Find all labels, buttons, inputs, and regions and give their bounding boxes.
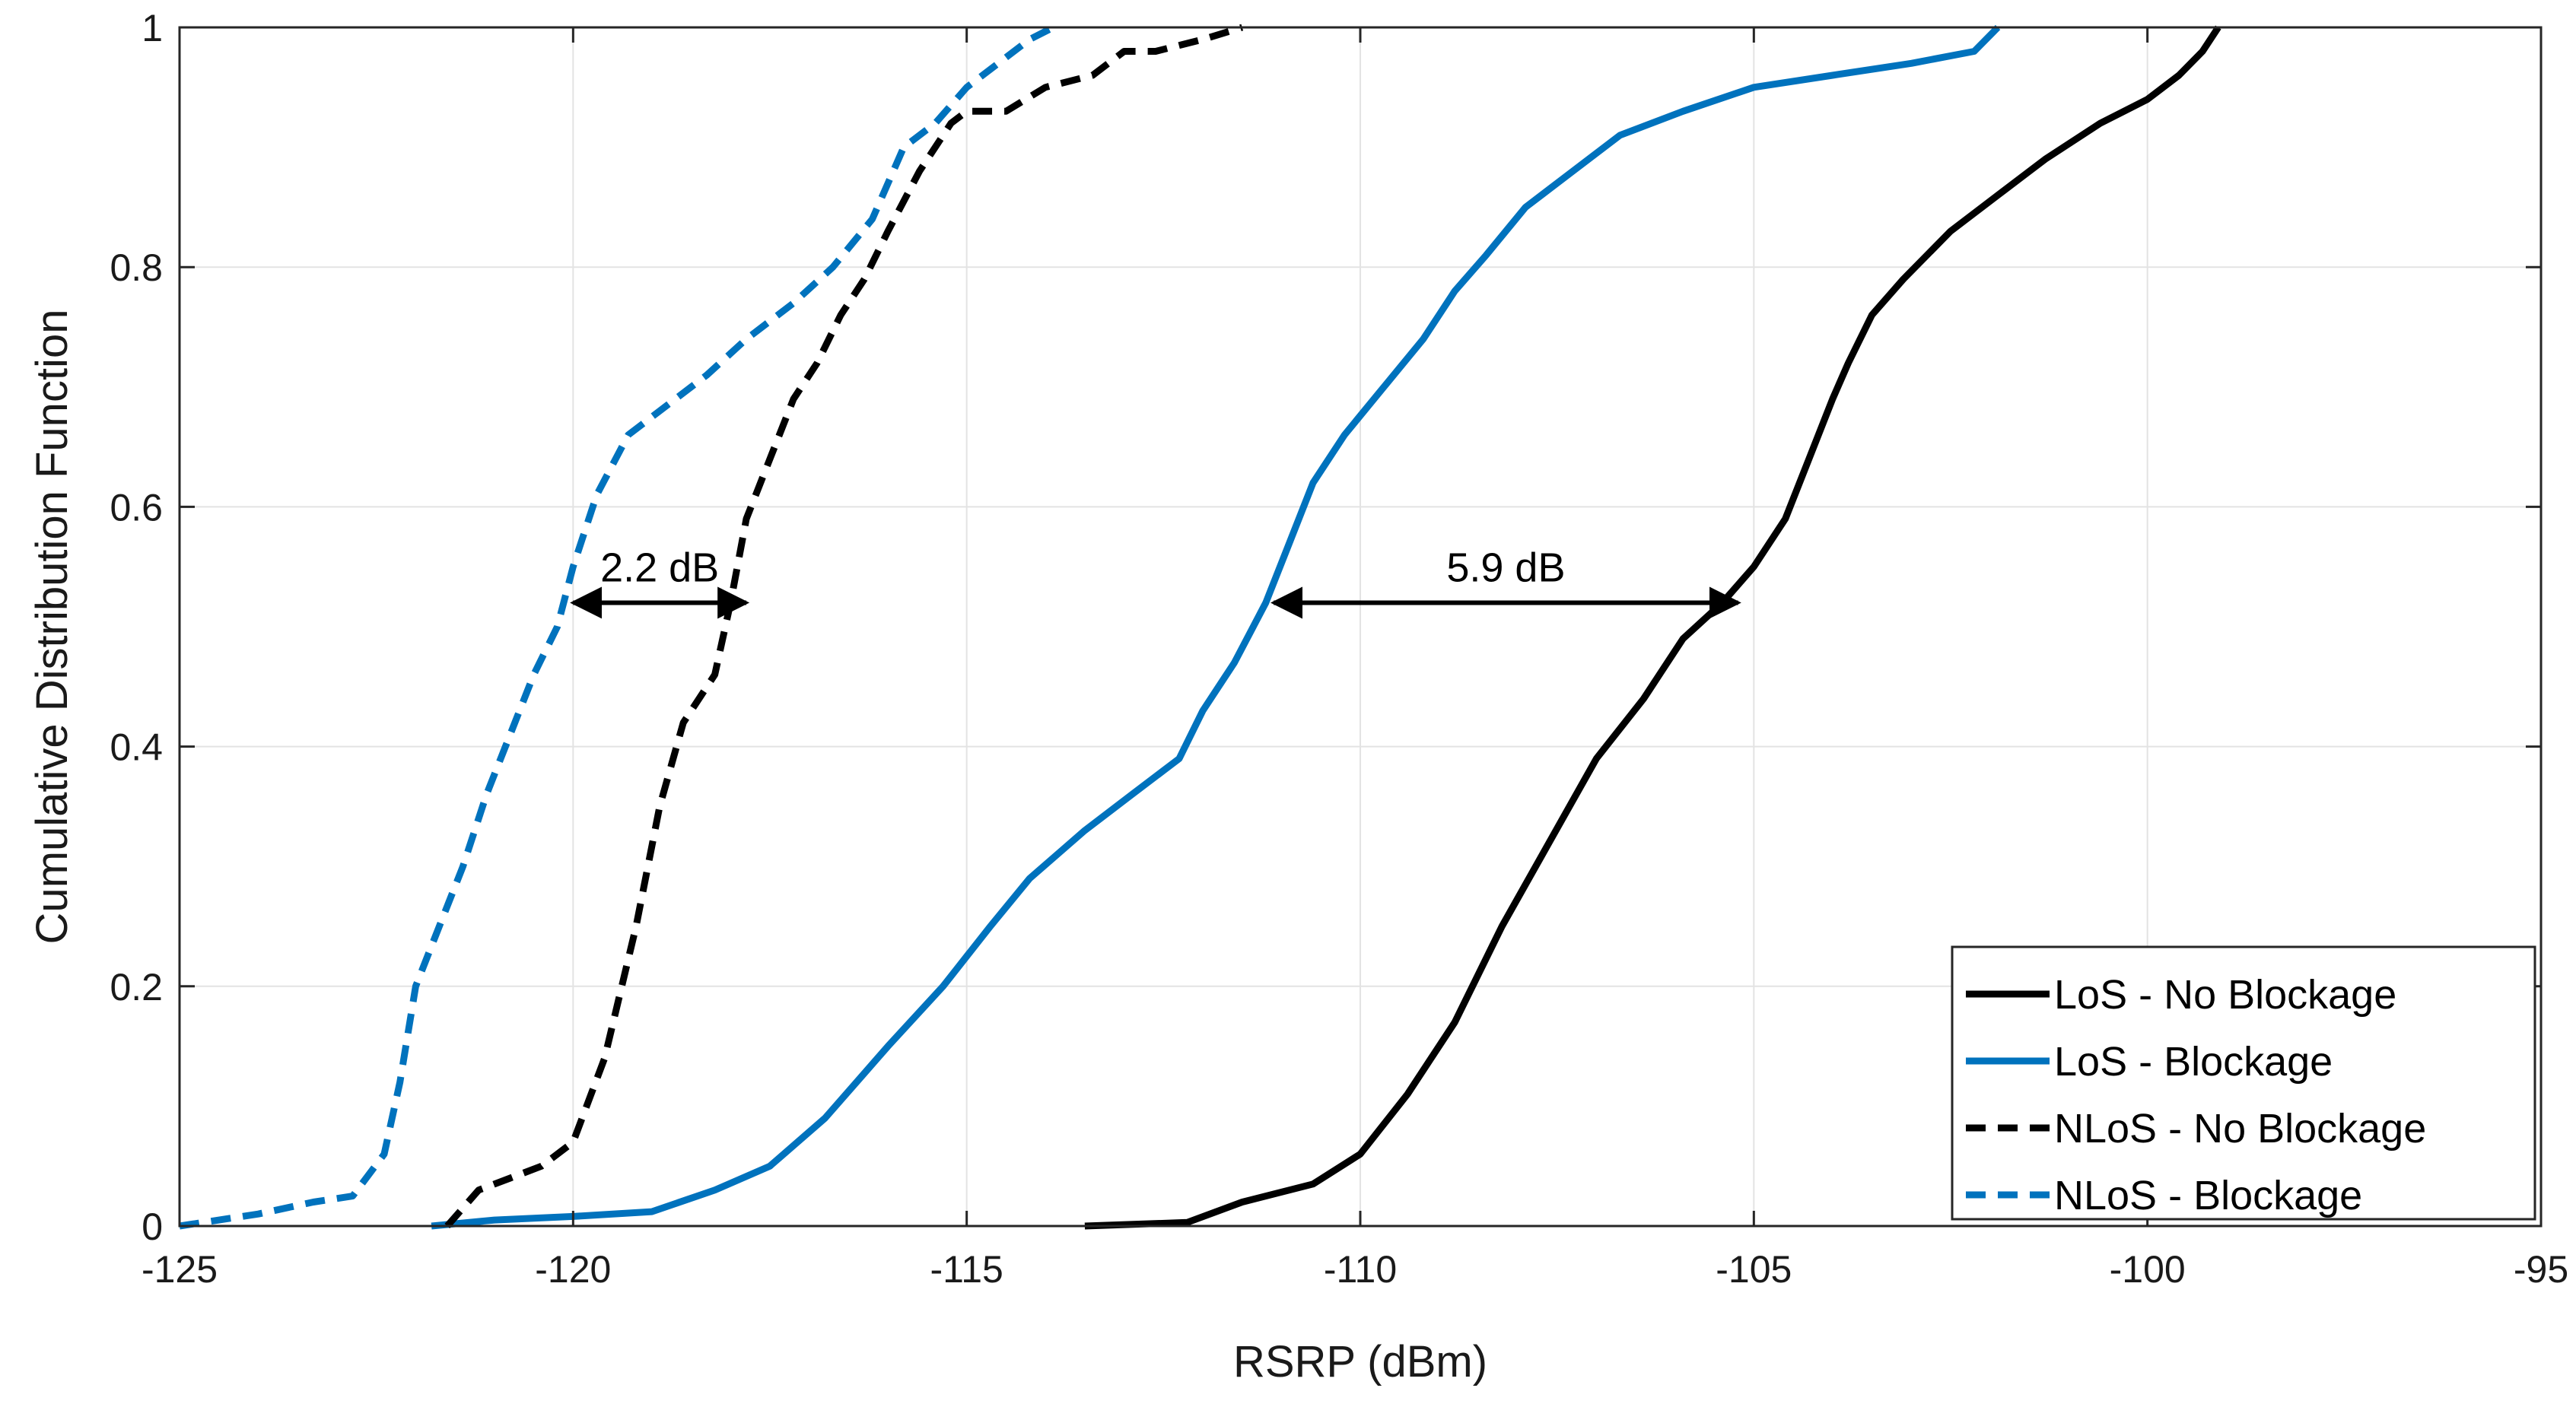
- legend: LoS - No Blockage LoS - Blockage NLoS - No…: [1951, 945, 2536, 1221]
- x-tick-label: -100: [2110, 1248, 2186, 1291]
- x-tick-label: -110: [1324, 1248, 1397, 1291]
- y-tick-label: 0.8: [110, 246, 163, 289]
- y-tick-label: 0: [142, 1205, 163, 1248]
- annotations: 2.2 dB 5.9 dB: [570, 545, 1741, 619]
- legend-label-3: NLoS - Blockage: [2054, 1173, 2362, 1218]
- series-lines: [179, 24, 2221, 1230]
- x-tick-label: -105: [1716, 1248, 1792, 1291]
- series-line-0: [1084, 25, 2221, 1230]
- y-tick-label: 0.6: [110, 486, 163, 529]
- annotation-label-1: 5.9 dB: [1446, 545, 1565, 590]
- x-tick-label: -95: [2514, 1248, 2568, 1291]
- y-tick-label: 0.2: [110, 966, 163, 1009]
- axis-ticks: -125 -120 -115 -110 -105 -100 -95 0 0.2 0.4 0.6 0.8…: [110, 7, 2568, 1291]
- series-line-1: [431, 24, 2001, 1230]
- legend-label-0: LoS - No Blockage: [2054, 972, 2396, 1018]
- y-tick-label: 0.4: [110, 726, 163, 769]
- x-tick-label: -120: [535, 1248, 611, 1291]
- x-tick-label: -115: [930, 1248, 1003, 1291]
- y-tick-label: 1: [142, 7, 163, 49]
- legend-label-1: LoS - Blockage: [2054, 1039, 2333, 1085]
- x-tick-label: -125: [142, 1248, 218, 1291]
- y-axis-label: Cumulative Distribution Function: [27, 310, 77, 945]
- series-line-2: [444, 24, 1244, 1228]
- legend-label-2: NLoS - No Blockage: [2054, 1106, 2426, 1151]
- series-line-3: [179, 24, 1055, 1230]
- x-axis-label: RSRP (dBm): [1233, 1337, 1487, 1387]
- annotation-label-0: 2.2 dB: [600, 545, 719, 590]
